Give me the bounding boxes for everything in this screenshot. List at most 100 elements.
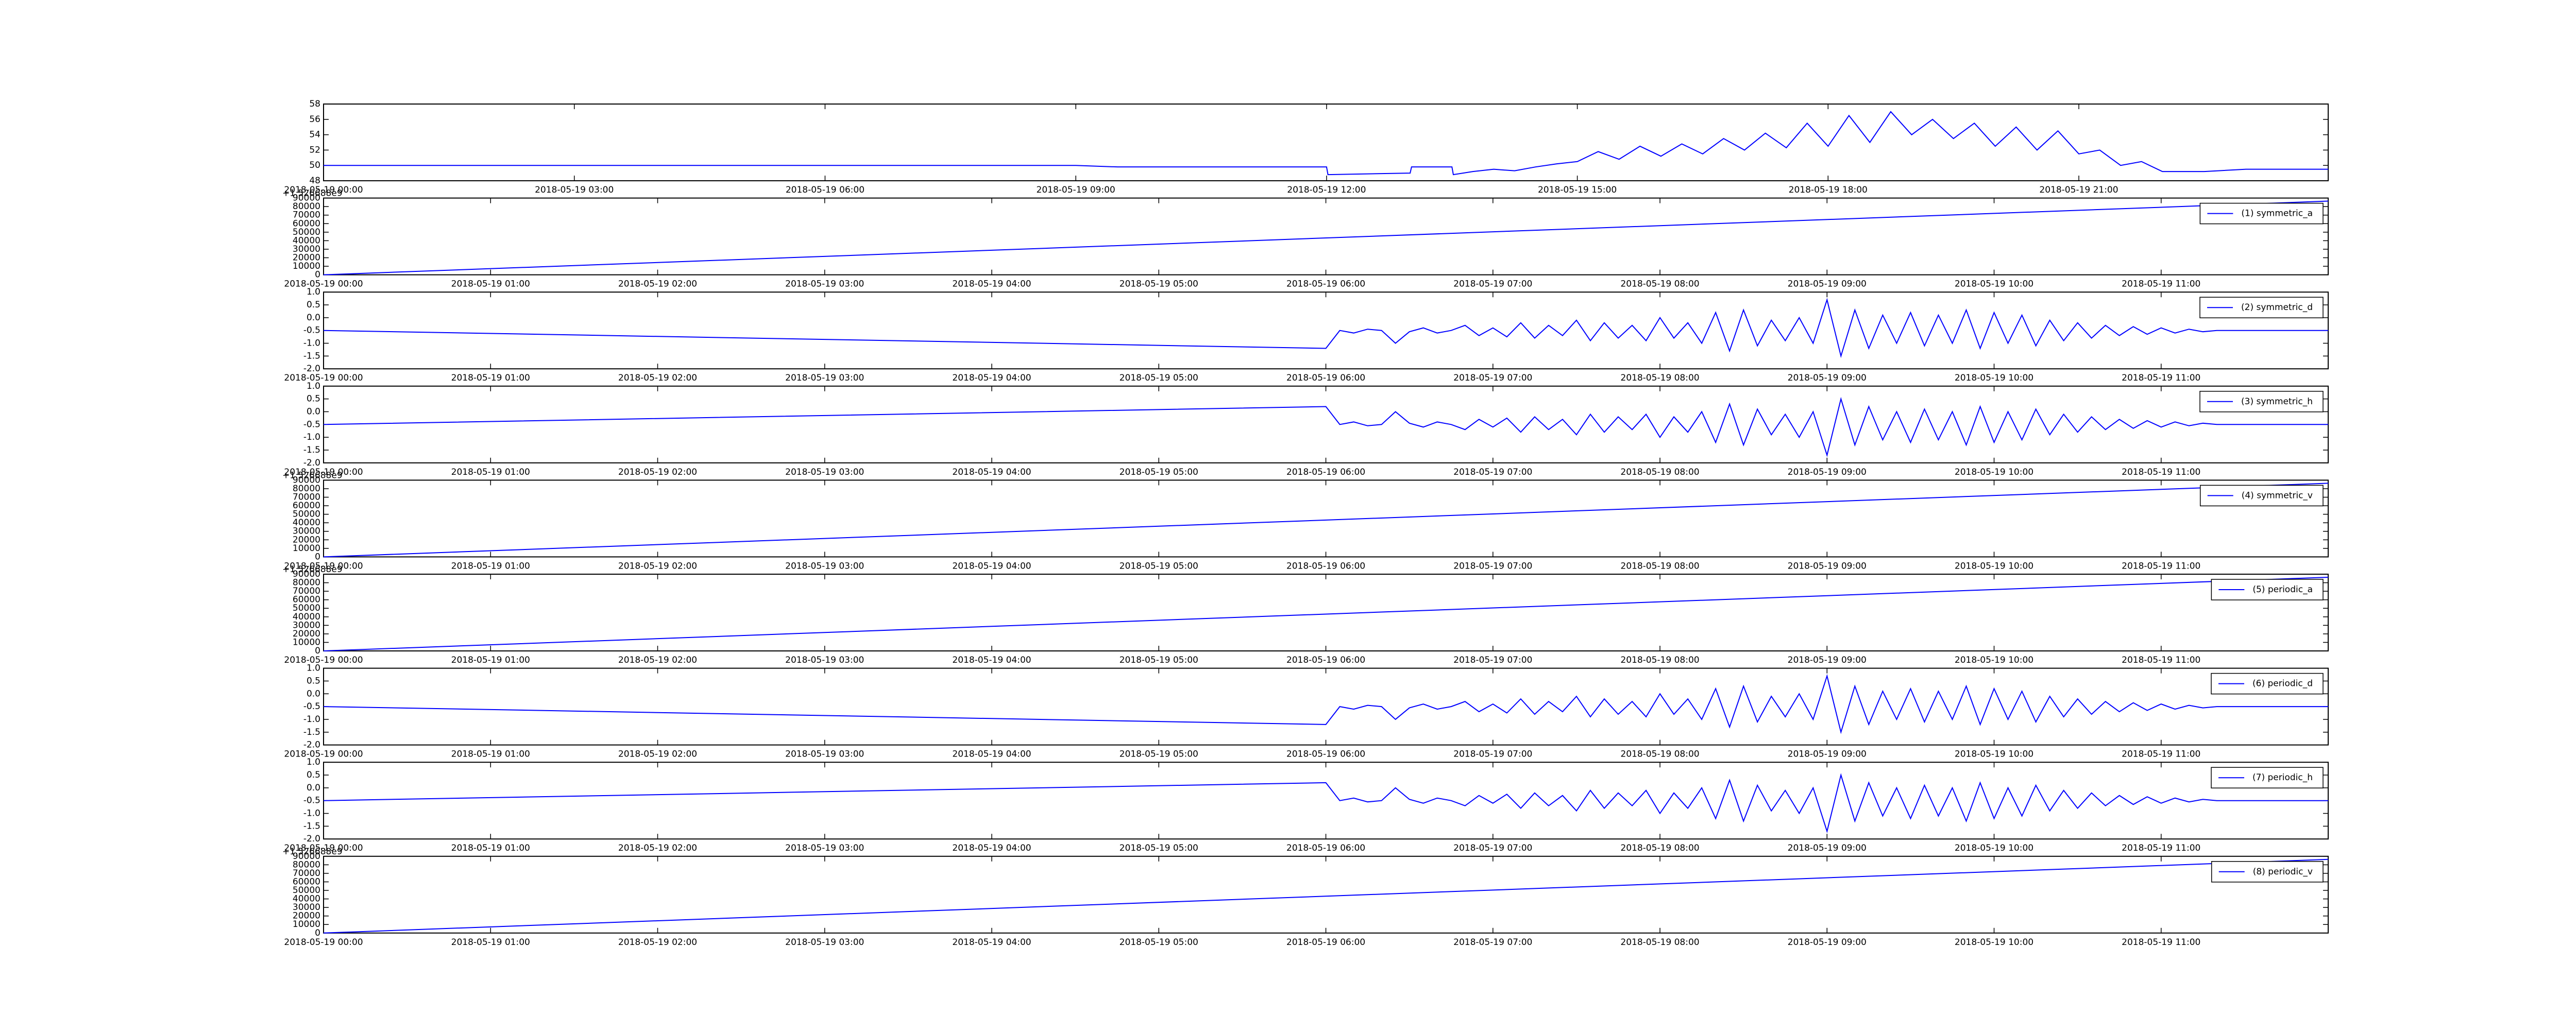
y-tick-label: 0.5: [307, 676, 320, 686]
x-tick-label: 2018-05-19 02:00: [618, 749, 697, 760]
y-offset-label: +1.526688e9: [282, 188, 343, 199]
y-tick-label: 40000: [293, 612, 320, 622]
x-tick-label: 2018-05-19 06:00: [1286, 655, 1365, 665]
x-tick-label: 2018-05-19 05:00: [1120, 373, 1198, 383]
x-tick-label: 2018-05-19 07:00: [1453, 749, 1532, 760]
y-tick-label: 60000: [293, 876, 320, 887]
x-tick-label: 2018-05-19 10:00: [1955, 373, 2033, 383]
x-tick-label: 2018-05-19 07:00: [1453, 279, 1532, 289]
x-tick-label: 2018-05-19 04:00: [952, 279, 1031, 289]
y-tick-label: 40000: [293, 518, 320, 528]
y-tick-label: -2.0: [303, 364, 320, 374]
data-line: [323, 397, 2328, 457]
x-tick-label: 2018-05-19 05:00: [1120, 843, 1198, 853]
x-tick-label: 2018-05-19 03:00: [785, 279, 864, 289]
x-tick-label: 2018-05-19 15:00: [1538, 185, 1617, 195]
x-tick-label: 2018-05-19 09:00: [1788, 937, 1867, 948]
y-tick-label: 50: [309, 160, 320, 170]
y-tick-label: 90000: [293, 851, 320, 862]
y-tick-label: 30000: [293, 244, 320, 254]
x-tick-label: 2018-05-19 02:00: [618, 467, 697, 477]
x-tick-label: 2018-05-19 03:00: [535, 185, 614, 195]
x-tick-label: 2018-05-19 08:00: [1620, 655, 1699, 665]
panel: -2.0 -1.5 -1.0 -0.5 0.0 0.5 1.0 2018-05-19 00:0…: [284, 287, 2329, 383]
x-tick-label: 2018-05-19 11:00: [2122, 655, 2200, 665]
y-tick-label: 20000: [293, 252, 320, 263]
x-tick-label: 2018-05-19 05:00: [1120, 749, 1198, 760]
y-tick-label: 60000: [293, 218, 320, 229]
data-line: [323, 773, 2328, 833]
y-tick-label: 50000: [293, 603, 320, 613]
x-tick-label: 2018-05-19 09:00: [1788, 467, 1867, 477]
x-tick-label: 2018-05-19 10:00: [1955, 467, 2033, 477]
x-tick-label: 2018-05-19 11:00: [2122, 749, 2200, 760]
x-tick-label: 2018-05-19 00:00: [284, 279, 363, 289]
x-tick-label: 2018-05-19 21:00: [2039, 185, 2118, 195]
y-tick-label: 20000: [293, 535, 320, 545]
x-tick-label: 2018-05-19 06:00: [1286, 937, 1365, 948]
legend: (8) periodic_v: [2211, 861, 2324, 883]
y-tick-label: 80000: [293, 484, 320, 494]
x-tick-label: 2018-05-19 11:00: [2122, 279, 2200, 289]
legend-label: (2) symmetric_d: [2241, 302, 2313, 313]
x-tick-label: 2018-05-19 02:00: [618, 655, 697, 665]
x-tick-label: 2018-05-19 03:00: [785, 937, 864, 948]
x-tick-label: 2018-05-19 08:00: [1620, 561, 1699, 571]
y-tick-label: 80000: [293, 201, 320, 212]
x-tick-label: 2018-05-19 04:00: [952, 467, 1031, 477]
x-tick-label: 2018-05-19 04:00: [952, 655, 1031, 665]
y-tick-label: 70000: [293, 586, 320, 596]
y-tick-label: 0.5: [307, 394, 320, 404]
x-tick-label: 2018-05-19 09:00: [1788, 749, 1867, 760]
y-tick-label: 48: [309, 176, 320, 186]
x-tick-label: 2018-05-19 07:00: [1453, 561, 1532, 571]
y-tick-label: 0: [315, 552, 320, 562]
x-tick-label: 2018-05-19 01:00: [451, 279, 530, 289]
x-tick-label: 2018-05-19 11:00: [2122, 937, 2200, 948]
x-tick-label: 2018-05-19 05:00: [1120, 279, 1198, 289]
y-tick-label: 20000: [293, 629, 320, 639]
x-tick-label: 2018-05-19 06:00: [1286, 843, 1365, 853]
y-tick-label: 50000: [293, 509, 320, 520]
x-tick-label: 2018-05-19 05:00: [1120, 561, 1198, 571]
x-tick-label: 2018-05-19 06:00: [1286, 467, 1365, 477]
y-tick-label: 30000: [293, 620, 320, 630]
x-tick-label: 2018-05-19 00:00: [284, 467, 363, 477]
x-tick-label: 2018-05-19 11:00: [2122, 373, 2200, 383]
y-tick-label: 58: [309, 99, 320, 109]
y-tick-label: 0.0: [307, 313, 320, 323]
data-line: [323, 200, 2329, 276]
y-tick-label: -1.5: [303, 351, 320, 361]
x-tick-label: 2018-05-19 07:00: [1453, 467, 1532, 477]
data-line: [323, 298, 2328, 358]
x-tick-label: 2018-05-19 05:00: [1120, 467, 1198, 477]
y-tick-label: 0: [315, 928, 320, 938]
x-tick-label: 2018-05-19 10:00: [1955, 279, 2033, 289]
x-tick-label: 2018-05-19 06:00: [1286, 279, 1365, 289]
x-tick-label: 2018-05-19 09:00: [1788, 843, 1867, 853]
y-tick-label: 10000: [293, 919, 320, 930]
x-tick-label: 2018-05-19 00:00: [284, 561, 363, 571]
x-tick-label: 2018-05-19 09:00: [1788, 561, 1867, 571]
x-tick-label: 2018-05-19 03:00: [785, 373, 864, 383]
legend: (3) symmetric_h: [2199, 391, 2324, 412]
y-offset-label: +1.526688e9: [282, 470, 343, 480]
x-tick-label: 2018-05-19 01:00: [451, 373, 530, 383]
x-tick-label: 2018-05-19 09:00: [1788, 655, 1867, 665]
x-tick-label: 2018-05-19 08:00: [1620, 279, 1699, 289]
x-tick-label: 2018-05-19 08:00: [1620, 937, 1699, 948]
y-tick-label: 52: [309, 145, 320, 155]
x-tick-label: 2018-05-19 07:00: [1453, 655, 1532, 665]
x-tick-label: 2018-05-19 04:00: [952, 561, 1031, 571]
axes-frame: [323, 291, 2329, 370]
x-tick-label: 2018-05-19 06:00: [1286, 561, 1365, 571]
y-tick-label: 54: [309, 130, 320, 140]
y-tick-label: -1.5: [303, 727, 320, 737]
x-tick-label: 2018-05-19 00:00: [284, 749, 363, 760]
panel: -2.0 -1.5 -1.0 -0.5 0.0 0.5 1.0 2018-05-19 00:0…: [284, 381, 2329, 477]
axes-frame: [323, 667, 2329, 746]
x-tick-label: 2018-05-19 10:00: [1955, 749, 2033, 760]
legend-label: (4) symmetric_v: [2242, 490, 2313, 501]
x-tick-label: 2018-05-19 00:00: [284, 843, 363, 853]
